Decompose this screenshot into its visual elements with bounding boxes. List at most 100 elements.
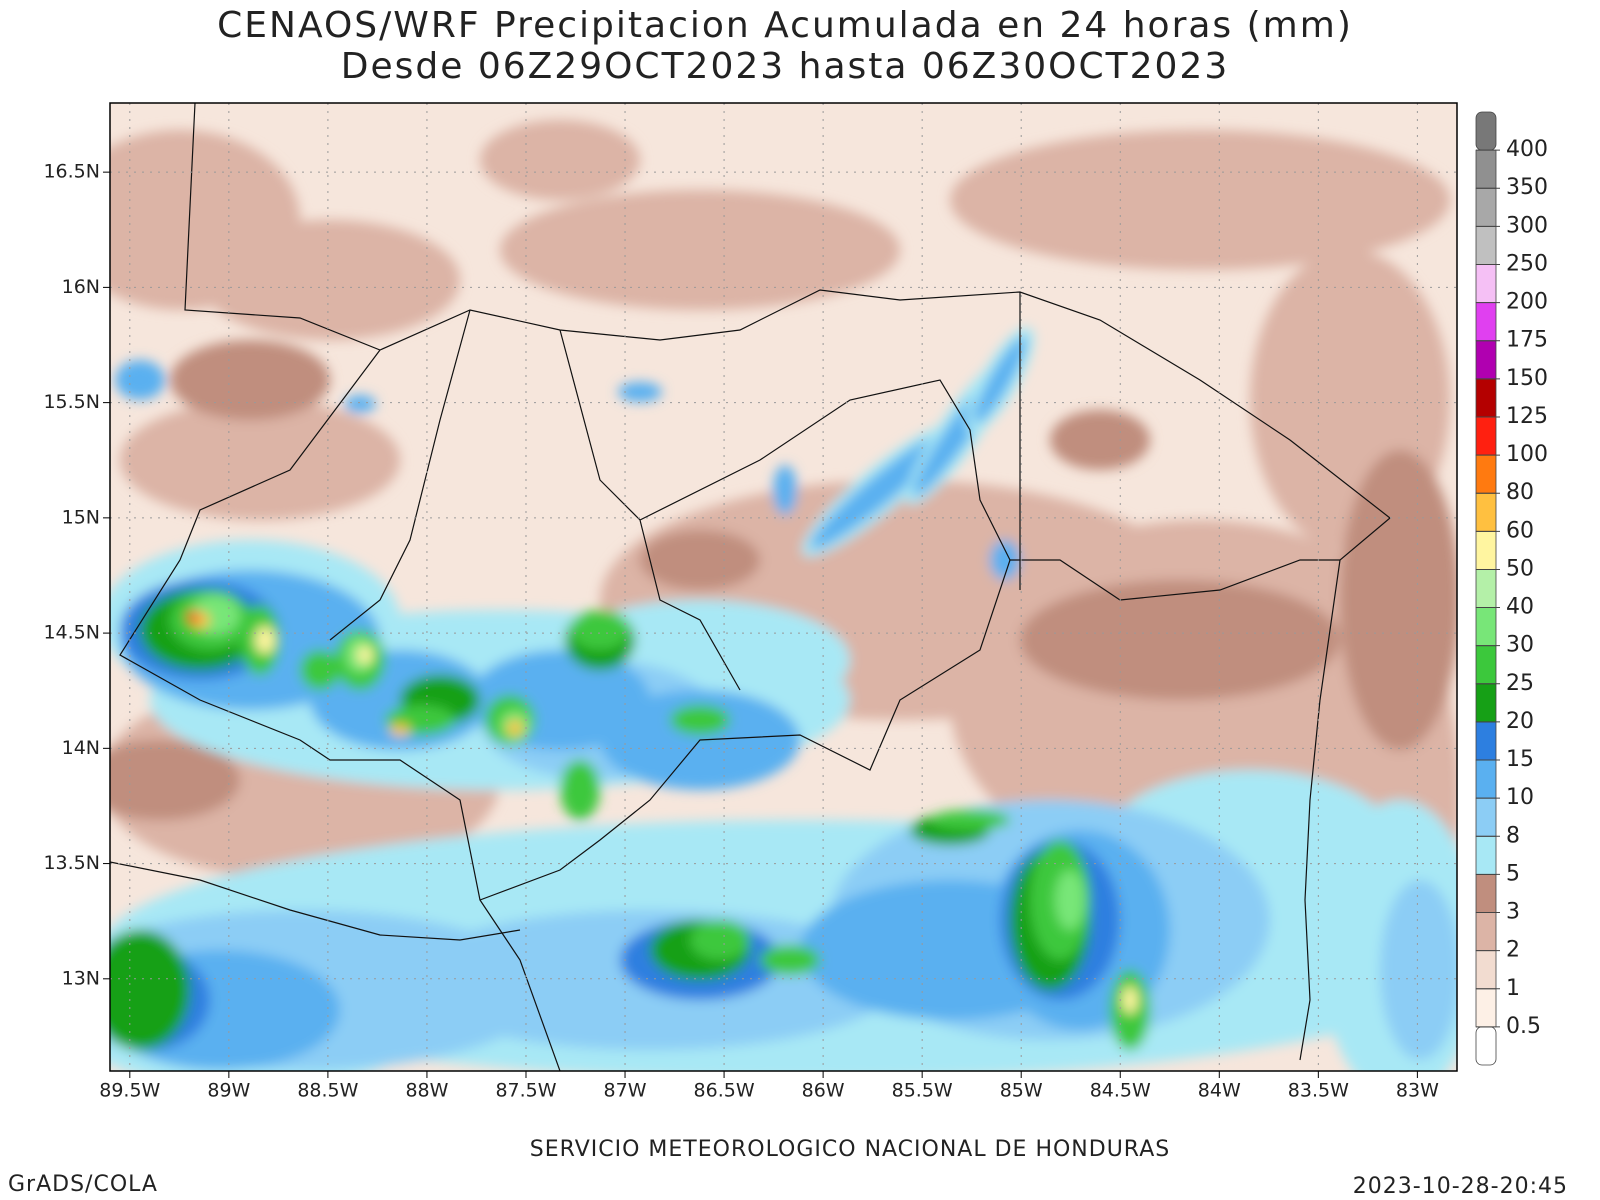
colorbar-label: 5 <box>1506 861 1520 886</box>
colorbar-swatch <box>1475 874 1497 913</box>
colorbar-swatch <box>1475 340 1497 380</box>
precip-area <box>1020 580 1340 700</box>
colorbar-swatch <box>1475 378 1497 418</box>
precip-area <box>1340 450 1457 750</box>
colorbar-label: 250 <box>1506 251 1548 276</box>
colorbar-swatch <box>1475 530 1497 570</box>
precip-area <box>810 431 950 549</box>
colorbar-label: 8 <box>1506 823 1520 848</box>
y-tick-label: 15.5N <box>43 391 100 413</box>
x-tick-label: 83W <box>1396 1080 1439 1102</box>
colorbar-label: 30 <box>1506 633 1534 658</box>
colorbar-label: 100 <box>1506 442 1548 467</box>
colorbar-label: 150 <box>1506 366 1548 391</box>
colorbar-swatch <box>1475 759 1497 799</box>
colorbar-swatch <box>1475 187 1497 227</box>
colorbar-label: 300 <box>1506 213 1548 238</box>
y-tick-label: 14N <box>62 737 100 759</box>
colorbar-label: 40 <box>1506 595 1534 620</box>
colorbar-label: 20 <box>1506 709 1534 734</box>
precip-area <box>950 130 1450 270</box>
colorbar-label: 3 <box>1506 900 1520 925</box>
x-tick-label: 85W <box>1000 1080 1043 1102</box>
colorbar-label: 125 <box>1506 404 1548 429</box>
precip-area <box>390 724 410 736</box>
precip-area <box>480 120 640 200</box>
precip-area <box>1380 880 1457 1060</box>
x-tick-label: 88W <box>405 1080 448 1102</box>
precip-area <box>110 740 240 820</box>
colorbar-swatch <box>1475 797 1497 837</box>
precip-area <box>640 530 760 590</box>
y-tick-label: 13N <box>62 967 100 989</box>
x-tick-label: 84.5W <box>1090 1080 1151 1102</box>
colorbar-swatch <box>1475 416 1497 456</box>
colorbar-swatch <box>1475 225 1497 265</box>
colorbar-swatch <box>1475 988 1497 1028</box>
precip-area <box>760 945 820 975</box>
x-tick-label: 86.5W <box>694 1080 755 1102</box>
colorbar-label: 50 <box>1506 556 1534 581</box>
x-tick-label: 85.5W <box>892 1080 953 1102</box>
precip-area <box>115 360 165 400</box>
colorbar-label: 80 <box>1506 480 1534 505</box>
x-tick-label: 89.5W <box>99 1080 160 1102</box>
colorbar-swatch <box>1475 835 1497 875</box>
precip-area <box>187 611 199 623</box>
colorbar-label: 175 <box>1506 328 1548 353</box>
colorbar-swatch <box>1475 607 1497 647</box>
colorbar-label: 0.5 <box>1506 1014 1541 1039</box>
borders <box>110 103 1391 1071</box>
colorbar-swatch <box>1475 111 1497 151</box>
precip-area <box>973 336 1027 424</box>
colorbar-label: 200 <box>1506 290 1548 315</box>
precip-area <box>773 465 797 515</box>
x-tick-label: 89W <box>207 1080 250 1102</box>
colorbar-swatch <box>1475 645 1497 685</box>
colorbar-label: 10 <box>1506 785 1534 810</box>
x-tick-label: 87.5W <box>495 1080 556 1102</box>
precip-area <box>1050 410 1150 470</box>
y-tick-label: 13.5N <box>43 852 100 874</box>
precip-area <box>357 646 373 664</box>
precip-area <box>1122 986 1138 1014</box>
colorbar-swatch <box>1475 302 1497 342</box>
precip-area <box>570 610 630 650</box>
precip-area <box>500 190 900 310</box>
title: CENAOS/WRF Precipitacion Acumulada en 24… <box>217 5 1353 46</box>
footer-right: 2023-10-28-20:45 <box>1353 1174 1568 1199</box>
precip-field <box>110 103 1457 1071</box>
precip-area <box>690 920 750 960</box>
precip-area <box>170 340 330 420</box>
colorbar-label: 400 <box>1506 137 1548 162</box>
map-frame <box>109 102 1458 1072</box>
y-tick-label: 14.5N <box>43 622 100 644</box>
footer-center: SERVICIO METEOROLOGICO NACIONAL DE HONDU… <box>530 1137 1170 1162</box>
colorbar-swatch <box>1475 1026 1497 1066</box>
x-tick-label: 87W <box>604 1080 647 1102</box>
x-tick-label: 84W <box>1198 1080 1241 1102</box>
precip-area <box>990 540 1020 580</box>
precip-area <box>930 810 1010 830</box>
precip-area <box>200 220 460 340</box>
y-tick-label: 16N <box>62 276 100 298</box>
precip-area <box>670 705 730 735</box>
x-tick-label: 88.5W <box>297 1080 358 1102</box>
colorbar-swatch <box>1475 912 1497 952</box>
precip-area <box>110 930 190 1050</box>
colorbar-label: 60 <box>1506 518 1534 543</box>
colorbar-swatch <box>1475 950 1497 990</box>
colorbar-swatch <box>1475 569 1497 608</box>
colorbar-swatch <box>1475 492 1497 532</box>
x-tick-label: 83.5W <box>1288 1080 1349 1102</box>
colorbar-label: 350 <box>1506 175 1548 200</box>
precip-area <box>1055 870 1085 930</box>
y-tick-label: 16.5N <box>43 161 100 183</box>
precip-area <box>560 760 600 820</box>
precip-area <box>255 626 275 654</box>
footer-left: GrADS/COLA <box>8 1172 158 1197</box>
precip-area <box>507 720 523 736</box>
colorbar-swatch <box>1475 454 1497 494</box>
